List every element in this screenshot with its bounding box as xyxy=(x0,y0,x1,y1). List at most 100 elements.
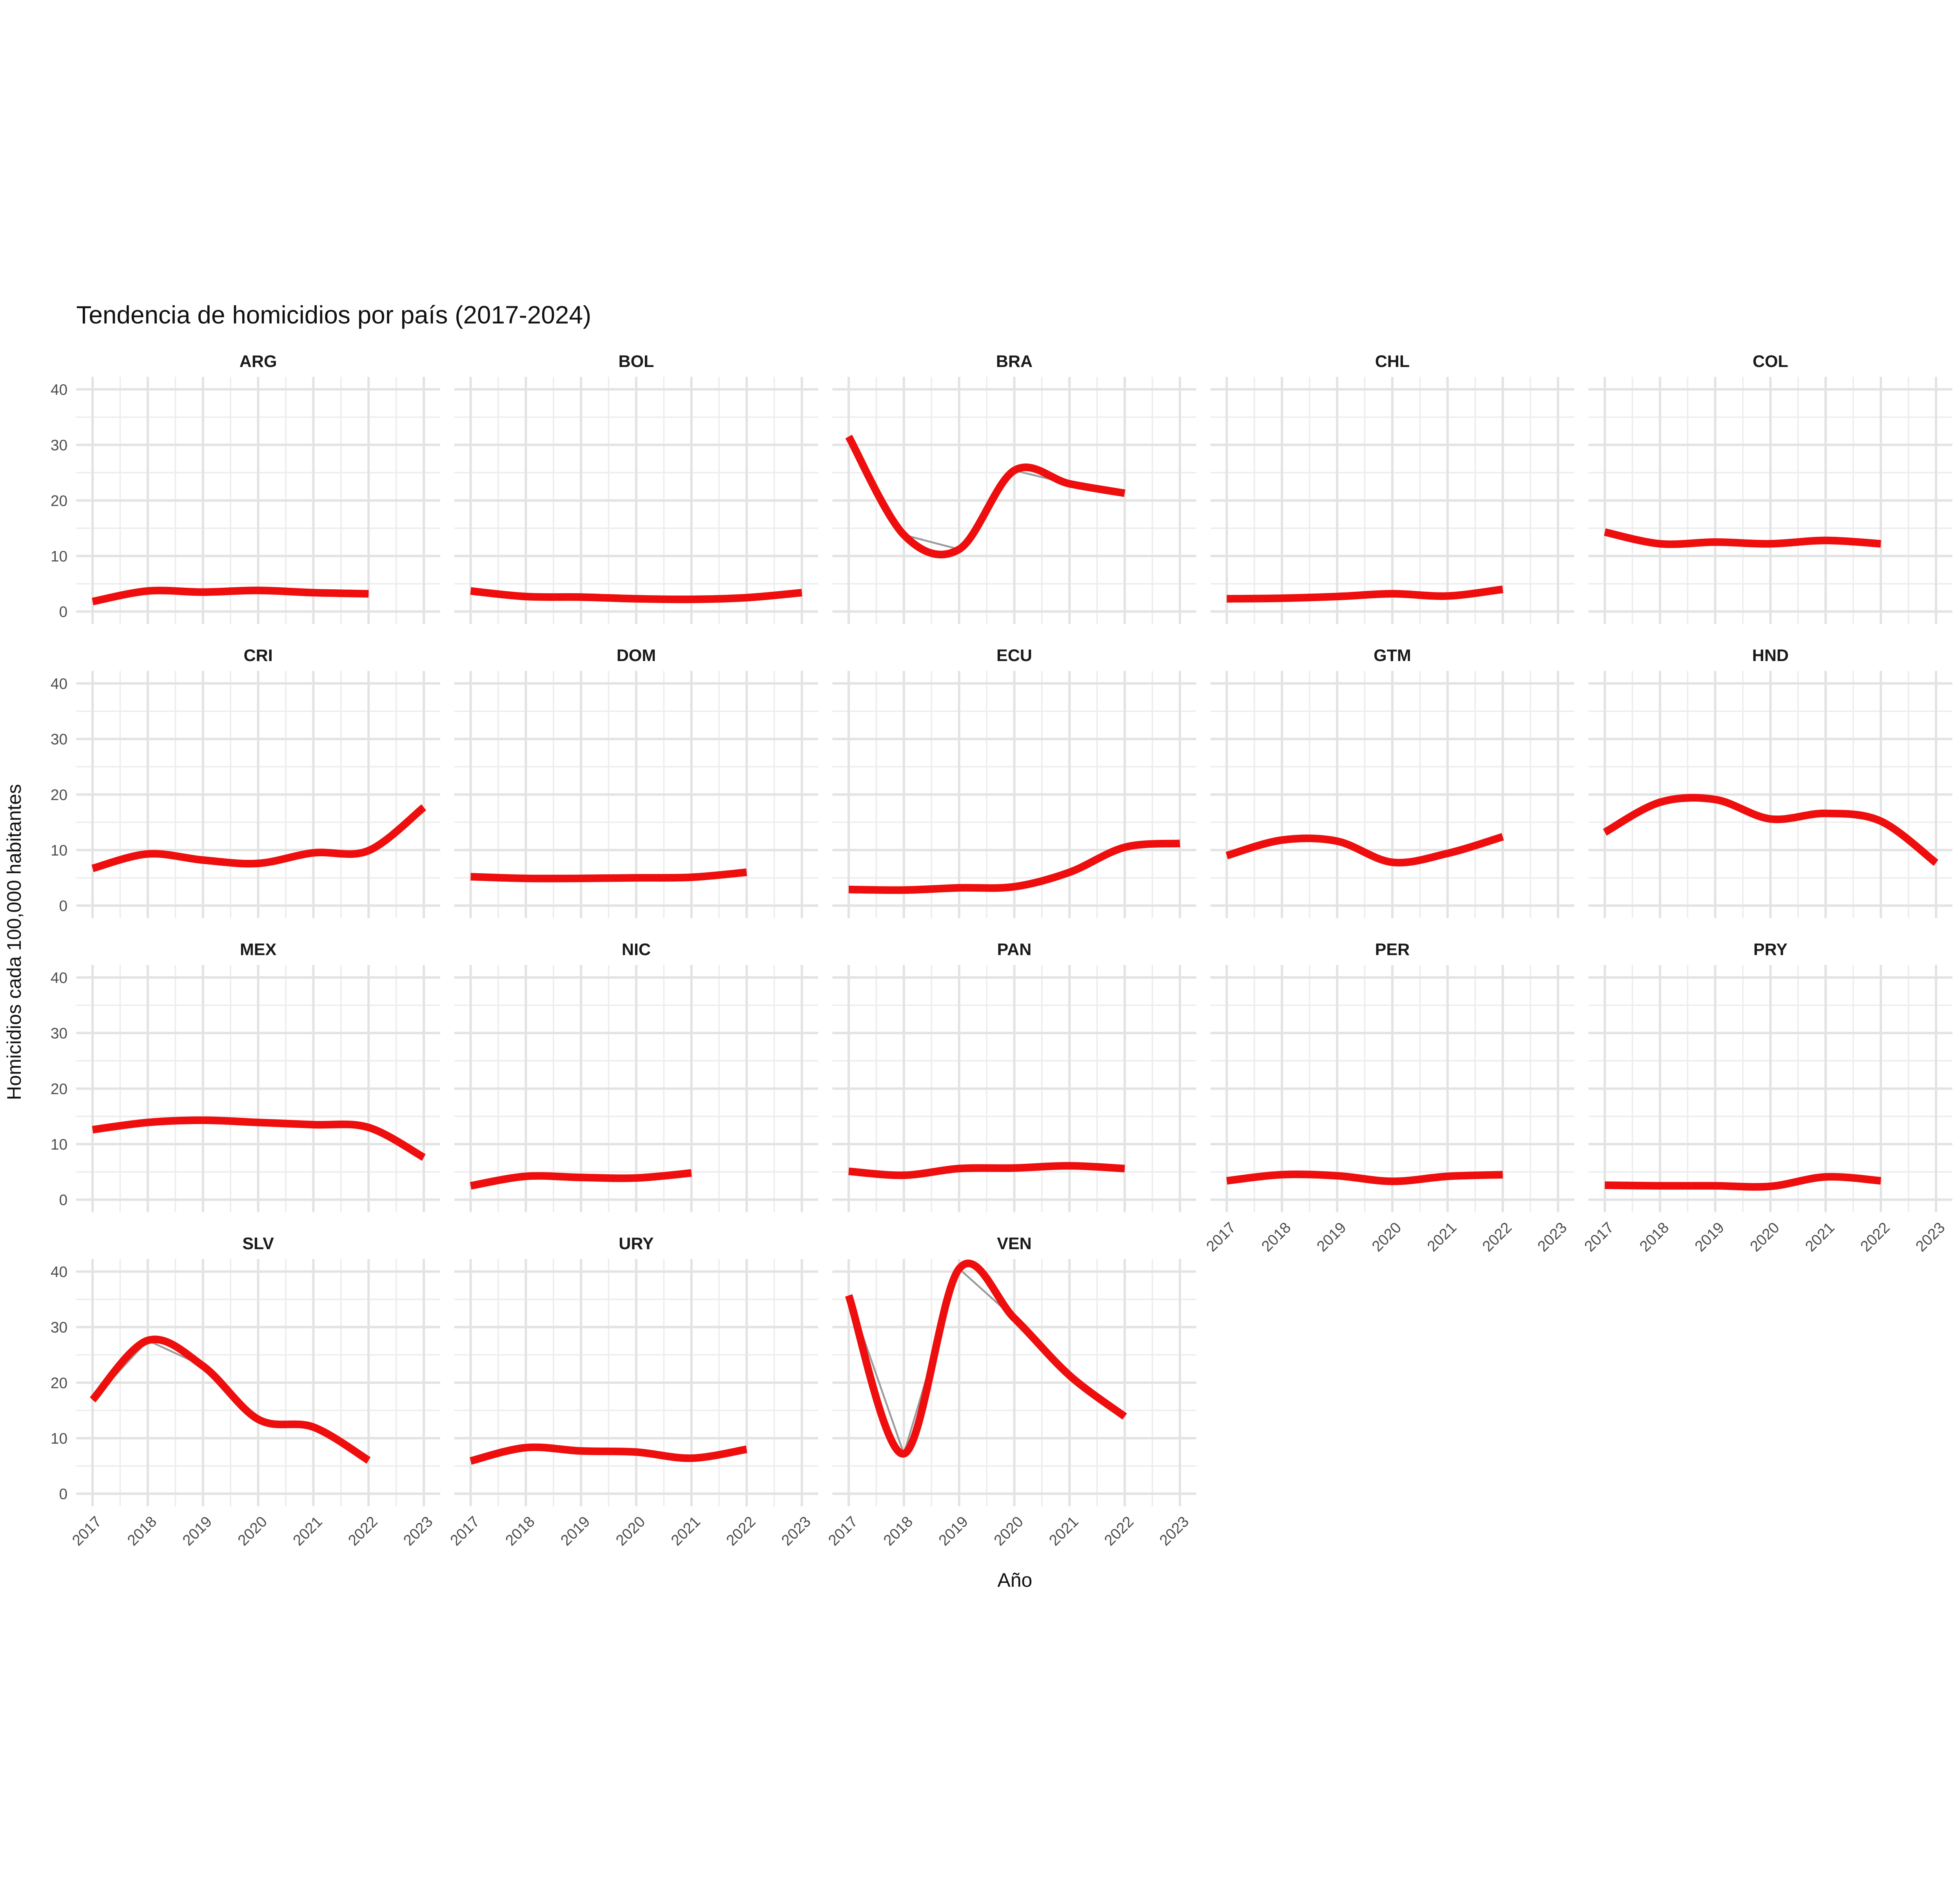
x-tick-label: 2020 xyxy=(613,1513,649,1549)
x-tick-label: 2022 xyxy=(1857,1219,1893,1255)
x-tick-label: 2023 xyxy=(1534,1219,1570,1255)
smooth-trend-line-COL xyxy=(1604,528,1881,548)
x-tick-label: 2021 xyxy=(668,1513,704,1549)
facet-title-URY: URY xyxy=(619,1234,654,1253)
x-tick-label: 2019 xyxy=(557,1513,593,1549)
x-tick-label: 2023 xyxy=(1913,1219,1949,1255)
x-tick-label: 2020 xyxy=(1747,1219,1783,1255)
facet-title-PRY: PRY xyxy=(1753,940,1788,959)
smooth-trend-line-CHL xyxy=(1227,585,1503,603)
smooth-trend-line-HND xyxy=(1603,794,1938,866)
facet-panel-CHL: CHL xyxy=(1210,352,1575,624)
smooth-trend-line-GTM xyxy=(1225,833,1504,867)
facet-title-ARG: ARG xyxy=(240,352,277,371)
plot-title: Tendencia de homicidios por país (2017-2… xyxy=(76,301,591,329)
x-tick-label: 2020 xyxy=(234,1513,270,1549)
x-tick-label: 2021 xyxy=(290,1513,326,1549)
facet-panel-ECU: ECU xyxy=(832,646,1196,918)
x-tick-label: 2020 xyxy=(991,1513,1027,1549)
facet-panel-BRA: BRA xyxy=(832,352,1196,624)
x-tick-label: 2022 xyxy=(1101,1513,1137,1549)
y-tick-label: 10 xyxy=(51,1430,67,1447)
x-tick-label: 2017 xyxy=(1581,1219,1617,1255)
y-tick-label: 20 xyxy=(51,1081,67,1097)
facet-title-PAN: PAN xyxy=(997,940,1032,959)
facet-title-COL: COL xyxy=(1753,352,1788,371)
facet-panel-MEX: MEX 0 10 20 30 40 xyxy=(51,940,440,1212)
smooth-trend-line-ECU xyxy=(848,839,1180,894)
x-tick-label: 2017 xyxy=(825,1513,861,1549)
smooth-trend-line-DOM xyxy=(470,868,747,883)
facet-title-VEN: VEN xyxy=(997,1234,1032,1253)
x-tick-label: 2020 xyxy=(1369,1219,1405,1255)
smooth-trend-line-URY xyxy=(470,1443,748,1465)
y-tick-label: 40 xyxy=(51,970,67,986)
facet-panel-PAN: PAN xyxy=(832,940,1196,1212)
y-tick-label: 0 xyxy=(59,898,68,915)
facet-panel-HND: HND xyxy=(1588,646,1953,918)
x-tick-label: 2019 xyxy=(1314,1219,1350,1255)
x-tick-label: 2021 xyxy=(1802,1219,1838,1255)
facet-title-MEX: MEX xyxy=(240,940,277,959)
facet-panel-COL: COL xyxy=(1588,352,1953,624)
y-tick-label: 40 xyxy=(51,1264,67,1281)
smooth-trend-line-PER xyxy=(1226,1170,1503,1185)
y-tick-label: 30 xyxy=(51,1025,67,1042)
smooth-trend-line-BOL xyxy=(470,587,802,603)
facet-panel-DOM: DOM xyxy=(454,646,818,918)
facet-title-CHL: CHL xyxy=(1375,352,1410,371)
y-tick-label: 0 xyxy=(59,1192,68,1209)
x-tick-label: 2022 xyxy=(345,1513,381,1549)
x-tick-label: 2023 xyxy=(400,1513,436,1549)
x-tick-label: 2022 xyxy=(723,1513,759,1549)
facet-panel-CRI: CRI 0 10 20 30 40 xyxy=(51,646,440,918)
facet-title-SLV: SLV xyxy=(242,1234,274,1253)
y-tick-label: 0 xyxy=(59,604,68,621)
smooth-trend-line-VEN xyxy=(845,1259,1127,1458)
y-tick-label: 0 xyxy=(59,1486,68,1503)
smooth-trend-line-CRI xyxy=(91,804,426,872)
x-tick-label: 2019 xyxy=(180,1513,216,1549)
x-tick-label: 2018 xyxy=(502,1513,538,1549)
x-tick-label: 2018 xyxy=(880,1513,916,1549)
facet-panel-SLV: SLV 0 10 20 30 40 2017 2018 2019 2020 2021 2022 2023 xyxy=(51,1234,440,1549)
smooth-trend-line-MEX xyxy=(92,1116,426,1161)
smooth-trend-line-PAN xyxy=(848,1162,1125,1179)
x-axis-title: Año xyxy=(997,1569,1032,1591)
facet-title-ECU: ECU xyxy=(996,646,1032,665)
y-tick-label: 30 xyxy=(51,1319,67,1336)
y-tick-label: 10 xyxy=(51,842,67,859)
x-tick-label: 2017 xyxy=(447,1513,483,1549)
facet-panel-VEN: VEN 2017 2018 2019 2020 2021 2022 2023 xyxy=(825,1234,1196,1549)
smooth-trend-line-BRA xyxy=(845,434,1125,558)
facet-panel-NIC: NIC xyxy=(454,940,818,1212)
y-tick-label: 20 xyxy=(51,492,67,509)
y-tick-label: 40 xyxy=(51,381,67,398)
facet-title-PER: PER xyxy=(1375,940,1410,959)
facet-title-GTM: GTM xyxy=(1374,646,1411,665)
facet-title-HND: HND xyxy=(1752,646,1789,665)
facet-title-CRI: CRI xyxy=(244,646,273,665)
x-tick-label: 2023 xyxy=(778,1513,814,1549)
x-tick-label: 2017 xyxy=(69,1513,105,1549)
y-tick-label: 40 xyxy=(51,676,67,692)
x-tick-label: 2018 xyxy=(1637,1219,1673,1255)
x-tick-label: 2021 xyxy=(1424,1219,1460,1255)
smooth-trend-line-ARG xyxy=(92,587,369,605)
smooth-trend-line-PRY xyxy=(1604,1173,1881,1191)
facet-title-BRA: BRA xyxy=(996,352,1033,371)
y-tick-label: 30 xyxy=(51,731,67,748)
facet-title-DOM: DOM xyxy=(617,646,656,665)
x-tick-label: 2018 xyxy=(1258,1219,1294,1255)
smooth-trend-line-SLV xyxy=(89,1335,371,1464)
x-tick-label: 2019 xyxy=(935,1513,971,1549)
facet-panels: ARG 0 10 20 30 40 BOL BRA CHL COL CRI 0 10 20 30 40 DOM E… xyxy=(51,352,1953,1549)
y-tick-label: 10 xyxy=(51,1136,67,1153)
x-tick-label: 2018 xyxy=(124,1513,160,1549)
y-tick-label: 20 xyxy=(51,1375,67,1392)
smooth-trend-line-NIC xyxy=(470,1169,692,1190)
y-tick-label: 30 xyxy=(51,437,67,454)
x-tick-label: 2022 xyxy=(1479,1219,1515,1255)
